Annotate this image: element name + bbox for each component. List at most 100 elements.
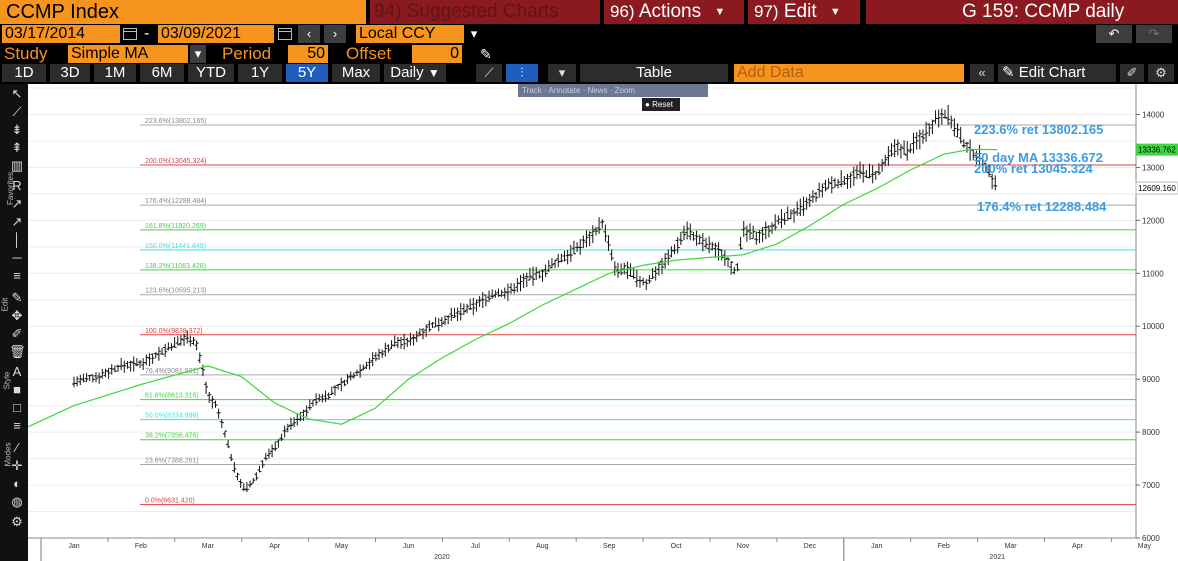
actions-number: 96): [610, 2, 635, 21]
line-chart-icon[interactable]: ⟋: [476, 64, 502, 82]
brush-icon[interactable]: ✎: [11, 290, 23, 305]
font-icon[interactable]: A: [12, 364, 22, 379]
color-icon[interactable]: □: [13, 400, 21, 415]
ticker-field[interactable]: CCMP Index: [0, 0, 366, 24]
x-tick-label: Apr: [1072, 543, 1084, 550]
range-max-button[interactable]: Max: [332, 64, 380, 82]
y-tick-label: 14000: [1142, 110, 1165, 119]
edit-icon[interactable]: ✐: [11, 326, 23, 341]
chart-annotation: 223.6% ret 13802.165: [974, 122, 1103, 137]
y-tick-label: 8000: [1142, 428, 1160, 437]
eraser-icon[interactable]: ⁄: [15, 440, 19, 455]
vertical-line-icon[interactable]: │: [12, 232, 22, 247]
currency-select[interactable]: Local CCY: [356, 25, 464, 43]
x-tick-label: Apr: [269, 543, 281, 550]
channel-icon[interactable]: ▥: [10, 158, 24, 173]
suggested-charts-button[interactable]: 94) Suggested Charts: [370, 0, 600, 24]
prev-period-button[interactable]: ‹: [298, 25, 320, 43]
frequency-select[interactable]: Daily ▼: [384, 64, 446, 82]
x-tick-label: Jun: [403, 543, 414, 550]
parallel-lines-icon[interactable]: ≡: [13, 268, 21, 283]
fib-level-label: 223.6%(13802.165): [145, 118, 207, 125]
price-chart[interactable]: 6000 7000 8000 9000 10000 11000 12000 13000 1400…: [28, 84, 1178, 561]
snap-icon[interactable]: ◐: [13, 476, 21, 491]
study-type-field[interactable]: Simple MA: [68, 45, 188, 63]
edit-chart-button[interactable]: ✎ Edit Chart: [998, 64, 1116, 82]
line-tool-icon[interactable]: ⟋: [12, 104, 22, 119]
reset-dot-icon: ●: [645, 100, 650, 109]
add-data-input[interactable]: Add Data: [734, 64, 964, 82]
horizontal-line-icon[interactable]: ─: [12, 250, 22, 265]
calendar-icon[interactable]: [123, 28, 137, 40]
offset-label: Offset: [346, 44, 392, 63]
x-tick-label: Jul: [471, 543, 480, 550]
side-label-style: Style: [2, 371, 12, 390]
ma-value-tag-label: 13336.762: [1138, 146, 1176, 155]
price-value-tag-label: 12609.160: [1138, 184, 1176, 193]
range-ytd-button[interactable]: YTD: [188, 64, 234, 82]
actions-label: Actions: [638, 1, 702, 22]
gear-icon[interactable]: ⚙: [1148, 64, 1174, 82]
track-tool[interactable]: Track: [522, 86, 542, 95]
chart-svg: 6000 7000 8000 9000 10000 11000 12000 13000 1400…: [28, 84, 1178, 561]
chevron-down-icon[interactable]: ▾: [466, 25, 482, 43]
date-separator: -: [144, 25, 150, 42]
draw-tool-icon[interactable]: ✐: [1120, 64, 1144, 82]
actions-menu-button[interactable]: 96) Actions ▼: [604, 0, 744, 24]
range-1m-button[interactable]: 1M: [94, 64, 136, 82]
x-tick-label: Mar: [1005, 543, 1018, 550]
annotate-tool[interactable]: Annotate: [548, 86, 581, 95]
move-icon[interactable]: ✥: [11, 308, 23, 323]
range-1d-button[interactable]: 1D: [2, 64, 46, 82]
collapse-icon[interactable]: «: [970, 64, 994, 82]
reset-button[interactable]: ● Reset: [642, 98, 680, 111]
line-weight-icon[interactable]: ≡: [13, 418, 21, 433]
retracement-icon[interactable]: ⇞: [11, 140, 23, 155]
side-label-favorites: Favorites: [5, 172, 15, 205]
chevron-down-icon[interactable]: ▾: [190, 45, 206, 63]
start-date-field[interactable]: 03/17/2014: [2, 25, 120, 43]
trend-icon[interactable]: ↗: [11, 196, 23, 211]
ray-icon[interactable]: ↗: [11, 214, 23, 229]
fib-level-label: 200.0%(13045.324): [145, 158, 207, 165]
settings-icon[interactable]: ⚙: [11, 514, 23, 529]
chevron-down-icon[interactable]: ▾: [548, 64, 576, 82]
chart-annotation: 50 day MA 13336.672: [974, 150, 1103, 165]
news-tool[interactable]: News: [587, 86, 608, 95]
x-tick-label: Jan: [68, 543, 79, 550]
range-6m-button[interactable]: 6M: [140, 64, 184, 82]
range-3d-button[interactable]: 3D: [50, 64, 90, 82]
table-button[interactable]: Table: [580, 64, 728, 82]
mode-icon[interactable]: ◍: [11, 494, 23, 509]
annotation-toolbar[interactable]: Track · Annotate · News · Zoom: [518, 84, 708, 97]
edit-label: Edit: [783, 1, 817, 22]
range-5y-button[interactable]: 5Y: [286, 64, 328, 82]
range-1y-button[interactable]: 1Y: [238, 64, 282, 82]
period-field[interactable]: 50: [288, 45, 328, 63]
cursor-icon[interactable]: ↖: [11, 86, 23, 101]
calendar-icon[interactable]: [278, 28, 292, 40]
fill-icon[interactable]: ■: [13, 382, 21, 397]
fib-level-label: 23.6%(7388.261): [145, 458, 199, 465]
offset-field[interactable]: 0: [412, 45, 462, 63]
fib-level-label: 0.0%(6631.420): [145, 498, 195, 505]
period-label: Period: [222, 44, 272, 63]
zoom-tool[interactable]: Zoom: [614, 86, 636, 95]
crosshair-icon[interactable]: ✛: [11, 458, 23, 473]
fibonacci-icon[interactable]: ⇟: [11, 122, 23, 137]
fib-level-label: 61.8%(8613.316): [145, 393, 199, 400]
end-date-field[interactable]: 03/09/2021: [158, 25, 274, 43]
next-period-button[interactable]: ›: [324, 25, 346, 43]
undo-button[interactable]: ↶: [1096, 25, 1132, 43]
bar-chart-icon[interactable]: ⫶: [506, 64, 538, 82]
redo-button[interactable]: ↷: [1136, 25, 1172, 43]
pencil-icon[interactable]: ✎: [480, 46, 492, 62]
edit-menu-button[interactable]: 97) Edit ▼: [748, 0, 860, 24]
fib-level-label: 161.8%(11820.269): [145, 223, 206, 230]
chart-annotation: 176.4% ret 12288.484: [977, 199, 1107, 214]
text-r-icon[interactable]: R: [12, 178, 22, 193]
x-tick-label: Dec: [804, 543, 817, 550]
price-value-tag: [1135, 181, 1178, 195]
trash-icon[interactable]: 🗑: [9, 344, 26, 359]
y-tick-label: 10000: [1142, 322, 1165, 331]
